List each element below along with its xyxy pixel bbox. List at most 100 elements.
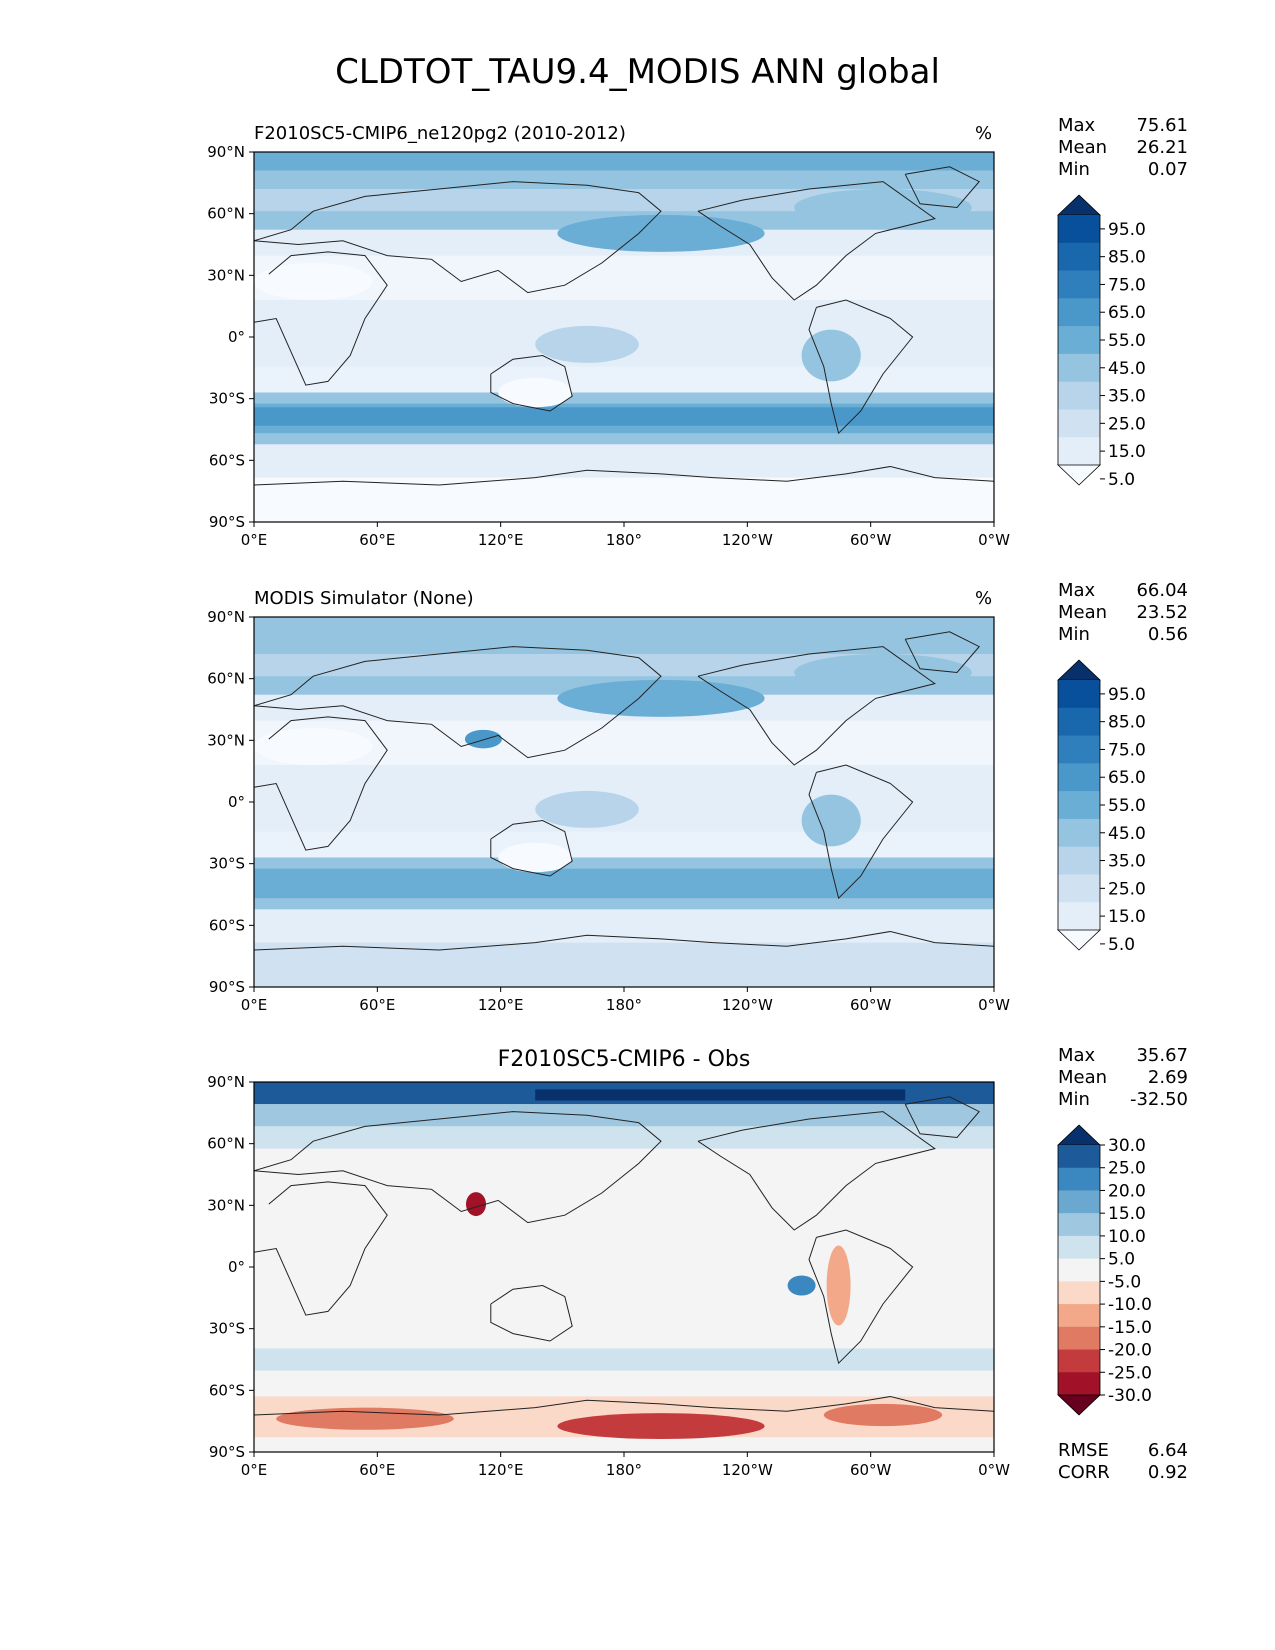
colorbar-tick-label: 75.0: [1108, 275, 1146, 295]
stat-value: 75.61: [1136, 115, 1188, 136]
stat-value: 23.52: [1136, 602, 1188, 623]
colorbar-segment: [1058, 902, 1100, 931]
colorbar-tick-label: 25.0: [1108, 1159, 1146, 1179]
coastline: [254, 930, 994, 951]
colorbar-tick-label: 15.0: [1108, 442, 1146, 462]
coastline: [254, 646, 662, 759]
colorbar-tick-label: 55.0: [1108, 331, 1146, 351]
colorbar-segment: [1058, 763, 1100, 792]
stat-label: Mean: [1058, 1067, 1108, 1088]
coastline: [254, 1395, 994, 1416]
coastline: [254, 716, 388, 851]
colorbar-tick-label: -10.0: [1108, 1295, 1152, 1315]
map-panel-2: MODIS Simulator (None)% Max 66.04 Mean 23.52…: [0, 560, 1275, 1014]
colorbar-tick-label: 30.0: [1108, 1136, 1146, 1156]
stat-row: Min 0.07: [1058, 159, 1188, 181]
lat-tick-label: 0°: [228, 328, 245, 346]
lon-tick-label: 120°E: [478, 996, 524, 1014]
map-field: [254, 1082, 994, 1452]
map-svg: 90°N 60°N 30°N 0° 30°S 60°S 90°S0°E 60°E 120°E 18…: [207, 608, 1146, 1014]
lat-tick-label: 60°S: [209, 916, 245, 934]
colorbar-tick-label: 10.0: [1108, 1227, 1146, 1247]
coastline: [808, 1229, 914, 1365]
coastline: [697, 1111, 936, 1231]
stat-label: Mean: [1058, 137, 1108, 158]
colorbar-extend-min: [1057, 929, 1101, 951]
colorbar-segment: [1058, 707, 1100, 737]
lat-tick-label: 30°S: [209, 390, 245, 408]
colorbar-segment: [1058, 1213, 1100, 1237]
stat-row: Mean 23.52: [1058, 602, 1188, 624]
coastline: [808, 299, 914, 435]
colorbar-segment: [1058, 1326, 1100, 1351]
colorbar-tick-label: 20.0: [1108, 1181, 1146, 1201]
lon-tick-label: 180°: [606, 1461, 642, 1479]
figure-title: CLDTOT_TAU9.4_MODIS ANN global: [335, 52, 940, 92]
stat-value: 2.69: [1147, 1067, 1188, 1088]
colorbar: 95.0 85.0 75.0 65.0 55.0 45.0 35.0 25.0 15.0 5.0: [1057, 659, 1146, 955]
colorbar-segment: [1058, 1281, 1100, 1305]
colorbar-segment: [1058, 680, 1100, 709]
stat-row: Max 35.67: [1058, 1045, 1188, 1067]
colorbar-segment: [1058, 409, 1100, 438]
lat-tick-label: 30°S: [209, 1320, 245, 1338]
coastline: [490, 819, 573, 877]
colorbar-segment: [1058, 381, 1100, 410]
coastline: [697, 646, 936, 766]
stat-value: 35.67: [1136, 1045, 1188, 1066]
lat-tick-label: 60°N: [207, 670, 245, 688]
lon-tick-label: 60°W: [850, 1461, 892, 1479]
colorbar-segment: [1058, 818, 1100, 848]
colorbar: 95.0 85.0 75.0 65.0 55.0 45.0 35.0 25.0 15.0 5.0: [1057, 194, 1146, 490]
colorbar-tick-label: 35.0: [1108, 852, 1146, 872]
colorbar-tick-label: 5.0: [1108, 470, 1135, 490]
stat-label: RMSE: [1058, 1440, 1109, 1461]
colorbar-tick-label: -15.0: [1108, 1318, 1152, 1338]
stat-row: Min -32.50: [1058, 1089, 1188, 1111]
coastline: [254, 251, 388, 386]
colorbar-tick-label: 25.0: [1108, 879, 1146, 899]
colorbar-tick-label: 75.0: [1108, 740, 1146, 760]
stat-label: Max: [1058, 115, 1096, 136]
stat-value: 66.04: [1136, 580, 1188, 601]
stat-label: Min: [1058, 1089, 1090, 1110]
stat-value: -32.50: [1129, 1089, 1188, 1110]
lat-tick-label: 90°N: [207, 1073, 245, 1091]
colorbar-segment: [1058, 215, 1100, 244]
unit-label: %: [975, 123, 993, 144]
stat-row: Min 0.56: [1058, 624, 1188, 646]
coastline: [904, 166, 980, 209]
colorbar-tick-label: 35.0: [1108, 387, 1146, 407]
lat-tick-label: 90°N: [207, 608, 245, 626]
lat-tick-label: 60°N: [207, 205, 245, 223]
colorbar-extend-max: [1057, 1124, 1101, 1146]
coastline: [904, 1096, 980, 1139]
colorbar-segment: [1058, 1145, 1100, 1169]
lon-tick-label: 0°W: [978, 996, 1010, 1014]
stats-block: Max 66.04 Mean 23.52 Min 0.56: [1058, 580, 1188, 646]
lon-tick-label: 180°: [606, 531, 642, 549]
lon-tick-label: 0°E: [241, 531, 268, 549]
lon-tick-label: 60°W: [850, 531, 892, 549]
stat-row: CORR 0.92: [1058, 1462, 1188, 1484]
stat-label: Mean: [1058, 602, 1108, 623]
colorbar-segment: [1058, 326, 1100, 355]
stat-value: 26.21: [1136, 137, 1188, 158]
lat-tick-label: 90°N: [207, 143, 245, 161]
lat-tick-label: 0°: [228, 1258, 245, 1276]
colorbar-tick-label: 65.0: [1108, 768, 1146, 788]
lon-tick-label: 0°E: [241, 996, 268, 1014]
map-svg: 90°N 60°N 30°N 0° 30°S 60°S 90°S0°E 60°E 120°E 18…: [207, 1073, 1152, 1479]
stat-label: Max: [1058, 1045, 1096, 1066]
colorbar-segment: [1058, 353, 1100, 383]
lon-tick-label: 120°W: [722, 531, 773, 549]
lat-tick-label: 90°S: [209, 513, 245, 531]
colorbar-extend-min: [1057, 1394, 1101, 1416]
lon-tick-label: 60°E: [359, 531, 395, 549]
colorbar-segment: [1058, 437, 1100, 466]
lon-tick-label: 180°: [606, 996, 642, 1014]
colorbar-extend-max: [1057, 659, 1101, 681]
lon-tick-label: 60°W: [850, 996, 892, 1014]
map-field: [254, 617, 994, 987]
colorbar-tick-label: 85.0: [1108, 248, 1146, 268]
